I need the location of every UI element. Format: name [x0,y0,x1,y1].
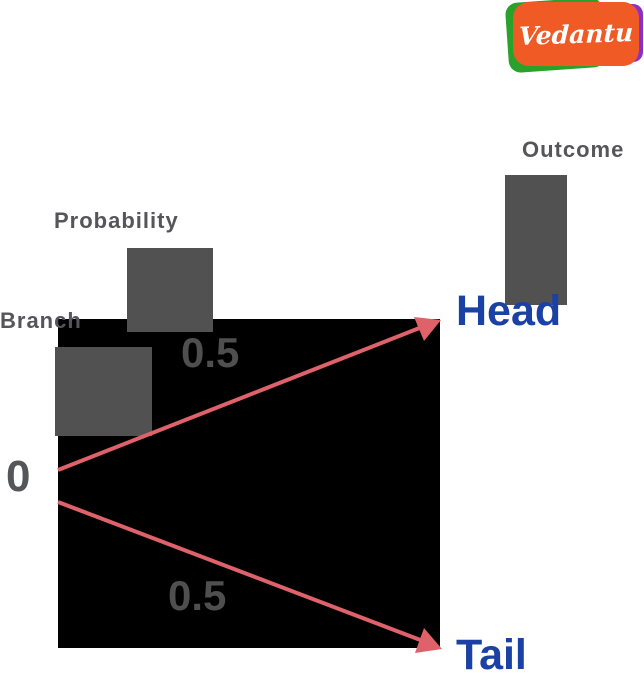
outcome-pointer-box [505,175,567,305]
tail-branch-probability: 0.5 [168,572,227,619]
logo-orange-badge [513,2,639,66]
vedantu-logo: Vedantu [504,0,644,78]
outcome-head-label: Head [456,287,562,335]
branch-pointer-box [55,347,152,436]
branch-label: Branch [0,308,82,333]
logo-wordmark: Vedantu [518,17,634,51]
outcome-label: Outcome [522,137,625,162]
probability-pointer-box [127,248,213,332]
probability-label: Probability [54,208,179,233]
outcome-tail-label: Tail [456,631,527,679]
root-node-label: 0 [6,452,31,501]
head-branch-probability: 0.5 [181,329,240,376]
